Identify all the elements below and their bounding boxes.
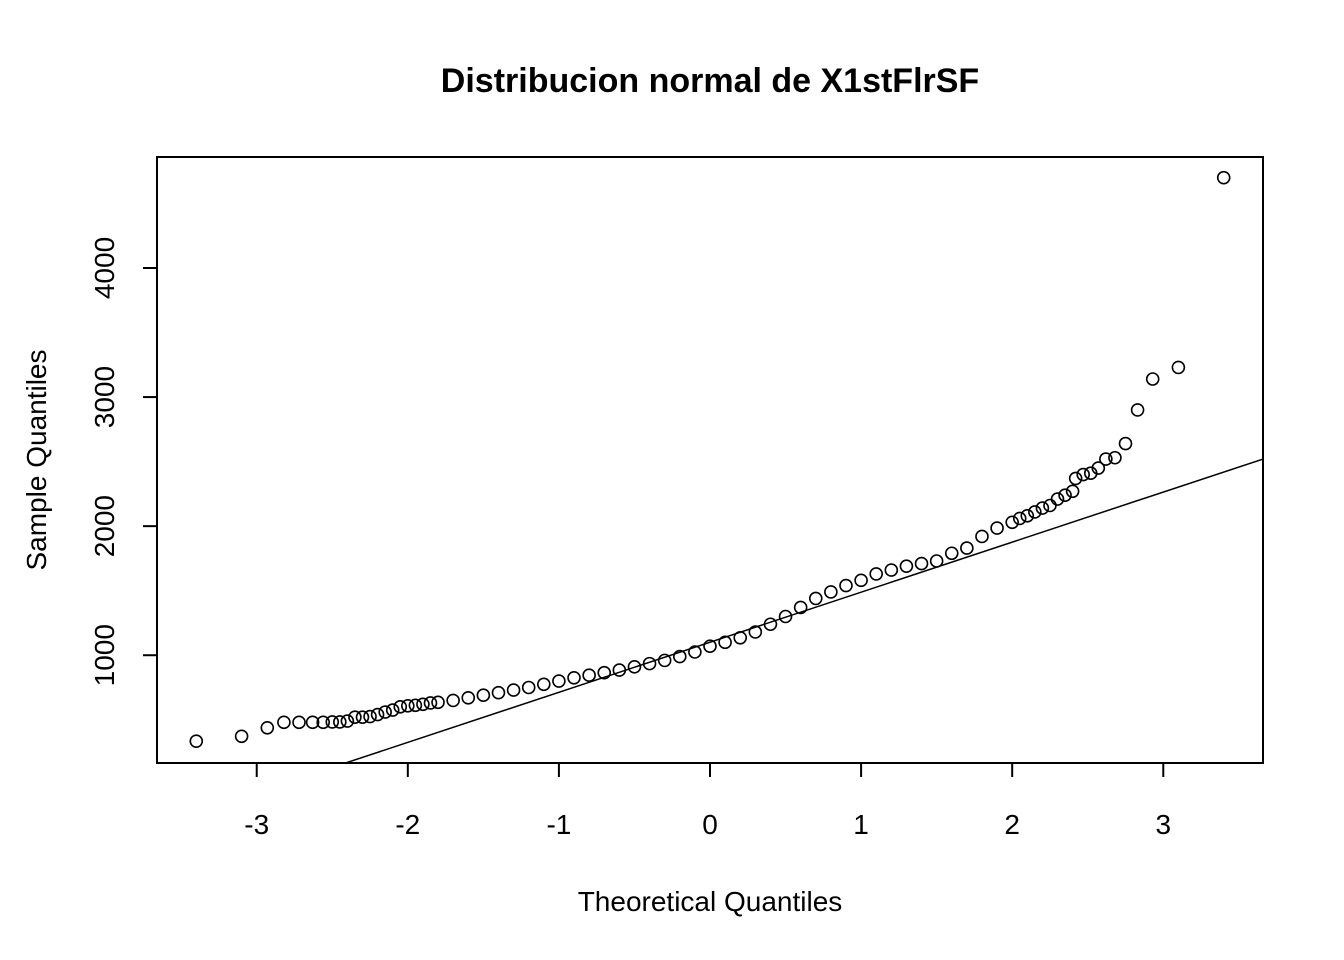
data-point (824, 585, 838, 599)
data-point (552, 674, 566, 688)
x-tick-label: 2 (1004, 809, 1020, 840)
data-point (189, 734, 204, 748)
data-point (1065, 484, 1080, 499)
x-tick-label: 1 (853, 809, 869, 840)
data-point (718, 635, 732, 650)
data-point (975, 529, 989, 544)
data-point (1012, 511, 1027, 526)
data-point (960, 541, 974, 555)
data-point (1118, 436, 1133, 451)
data-point (348, 710, 362, 724)
data-point (446, 693, 460, 708)
data-point (277, 715, 291, 730)
data-point (401, 699, 415, 713)
x-tick-label: -1 (546, 809, 571, 840)
data-point (355, 710, 370, 724)
data-point (316, 715, 331, 730)
data-point (899, 559, 914, 573)
data-point (1216, 170, 1231, 185)
data-point (884, 563, 899, 577)
x-axis-label: Theoretical Quantiles (578, 886, 843, 917)
data-point (370, 707, 385, 722)
data-point (431, 695, 445, 710)
y-axis-label: Sample Quantiles (21, 349, 52, 570)
data-point (944, 546, 959, 561)
data-point (506, 683, 521, 697)
data-point (703, 639, 717, 653)
y-tick-label: 4000 (89, 237, 120, 299)
data-point (869, 567, 884, 581)
data-point (763, 617, 778, 632)
data-point (536, 677, 551, 692)
data-point (839, 578, 853, 593)
x-tick-label: 0 (702, 809, 718, 840)
plot-frame (156, 156, 1264, 764)
data-point (476, 688, 491, 703)
data-point (521, 680, 536, 695)
y-tick-label: 3000 (89, 366, 120, 428)
data-point (1035, 501, 1050, 515)
y-tick-label: 2000 (89, 495, 120, 557)
data-point (582, 668, 596, 683)
data-point (491, 685, 506, 700)
x-axis: -3 -2 -1 0 1 2 3 (244, 762, 1171, 840)
data-point (260, 720, 275, 735)
data-point (1043, 498, 1057, 513)
data-point (416, 697, 430, 712)
y-axis: 1000 2000 3000 4000 (89, 237, 158, 686)
data-point (627, 660, 642, 674)
data-point (305, 715, 320, 730)
data-point (597, 665, 612, 680)
x-tick-label: -2 (395, 809, 420, 840)
data-point (234, 729, 249, 744)
data-point (688, 645, 702, 659)
y-tick-label: 1000 (89, 624, 120, 686)
data-point (1028, 505, 1042, 519)
data-point (1058, 488, 1072, 502)
data-point (1050, 492, 1065, 506)
data-point (385, 703, 400, 717)
data-point (778, 609, 793, 624)
data-point (1145, 372, 1160, 386)
data-point (1099, 452, 1113, 466)
data-point (748, 625, 763, 639)
data-point (1068, 471, 1083, 486)
data-point (292, 715, 306, 730)
data-point (1130, 403, 1145, 417)
data-point (612, 663, 627, 677)
data-point (1020, 509, 1035, 523)
data-point (672, 649, 687, 664)
data-point (325, 715, 340, 729)
data-point (990, 521, 1004, 535)
data-point (333, 715, 347, 729)
x-tick-label: -3 (244, 809, 269, 840)
data-point (733, 630, 748, 645)
data-point (642, 656, 657, 671)
data-point (393, 700, 408, 714)
data-point (929, 554, 944, 568)
x-tick-label: 3 (1155, 809, 1171, 840)
data-point (1171, 360, 1186, 375)
data-point (1108, 450, 1122, 465)
data-point (808, 591, 823, 606)
data-point (657, 653, 672, 668)
data-point (340, 714, 355, 728)
data-point (408, 698, 423, 713)
chart-title: Distribucion normal de X1stFlrSF (441, 62, 979, 100)
data-point (854, 573, 868, 588)
data-point (1091, 461, 1106, 475)
data-point (793, 600, 808, 615)
data-point (363, 709, 377, 724)
data-points (189, 170, 1231, 748)
data-point (567, 671, 581, 685)
data-point (1005, 515, 1019, 530)
data-point (1076, 467, 1090, 482)
data-point (423, 696, 438, 710)
data-point (378, 705, 392, 719)
data-point (914, 556, 929, 571)
data-point (461, 691, 476, 705)
